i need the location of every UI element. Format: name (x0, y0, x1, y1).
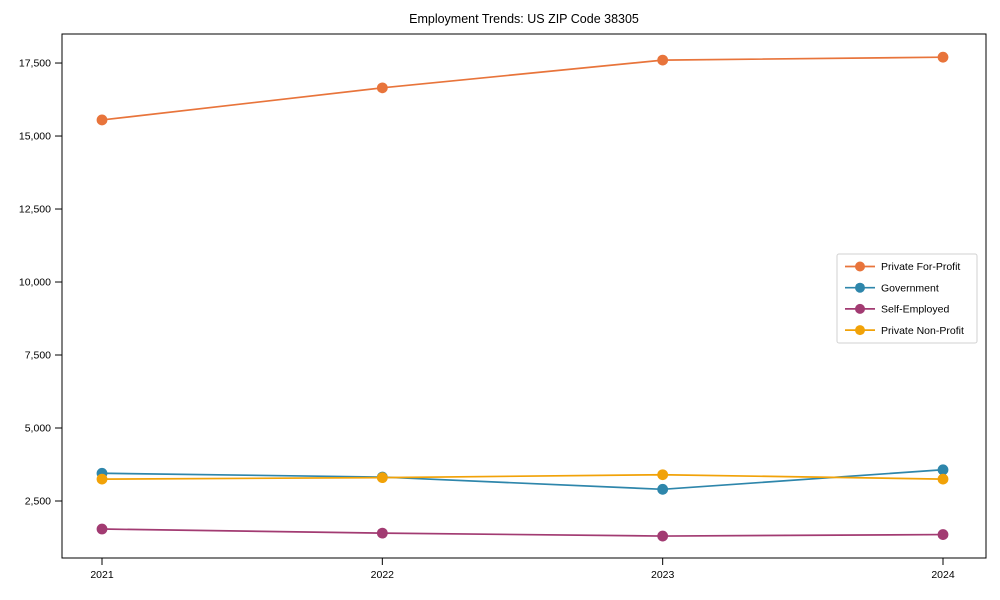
data-point (376, 82, 388, 94)
data-point (657, 530, 669, 542)
series-private-non-profit (96, 469, 949, 485)
data-point (376, 527, 388, 539)
legend-marker-dot (855, 261, 865, 272)
series-line (101, 473, 944, 480)
legend-item-label: Self-Employed (881, 304, 949, 316)
x-tick-label: 2022 (371, 569, 395, 581)
data-point (96, 114, 108, 126)
legend-item: Private Non-Profit (845, 325, 964, 337)
x-tick-label: 2021 (90, 569, 114, 581)
legend-item: Self-Employed (845, 304, 949, 316)
data-point (937, 51, 949, 63)
plot-box (61, 33, 987, 559)
series-private-for-profit (96, 51, 949, 126)
y-tick-label: 15,000 (19, 131, 51, 143)
series-self-employed (96, 523, 949, 542)
legend-marker-dot (855, 282, 865, 293)
y-tick-label: 10,000 (19, 277, 51, 289)
data-point (96, 523, 108, 535)
plot-border (61, 33, 987, 559)
data-point (376, 472, 388, 484)
x-tick-label: 2024 (931, 569, 955, 581)
series-line (101, 56, 944, 121)
data-point (937, 529, 949, 540)
y-tick-label: 12,500 (19, 204, 51, 216)
data-point (96, 473, 108, 485)
data-point (937, 473, 949, 485)
legend-item-label: Government (881, 282, 939, 294)
y-tick-label: 2,500 (25, 496, 51, 508)
y-tick-label: 7,500 (25, 350, 51, 362)
y-tick-label: 5,000 (25, 423, 51, 435)
legend-item-label: Private For-Profit (881, 261, 960, 273)
series-line (101, 528, 944, 537)
data-point (657, 483, 669, 495)
data-point (657, 469, 669, 481)
legend-marker-dot (855, 325, 865, 336)
data-point (657, 54, 669, 66)
series-lines (96, 51, 949, 542)
series-government (96, 464, 949, 495)
legend-item: Government (845, 282, 939, 294)
y-tick-label: 17,500 (19, 58, 51, 70)
legend-item: Private For-Profit (845, 261, 960, 273)
x-tick-label: 2023 (651, 569, 675, 581)
legend-marker-dot (855, 303, 865, 314)
y-axis: 2,500 5,000 7,500 10,000 12,500 15,000 17,500 (19, 58, 62, 508)
series-line (101, 468, 944, 491)
legend-box (836, 253, 978, 344)
x-axis: 2021 2022 2023 2024 (90, 558, 955, 581)
chart-title: Employment Trends: US ZIP Code 38305 (409, 12, 639, 26)
data-point (937, 464, 949, 476)
legend: Private For-Profit Government Self-Employe… (836, 253, 978, 344)
legend-item-label: Private Non-Profit (881, 325, 964, 337)
